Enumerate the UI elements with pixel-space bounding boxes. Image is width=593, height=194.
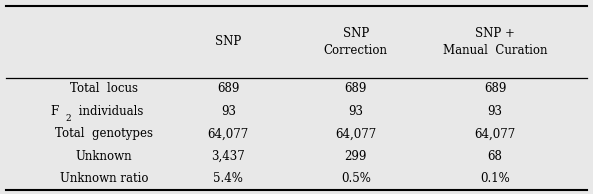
Text: 0.1%: 0.1% [480, 172, 510, 185]
Text: 64,077: 64,077 [474, 127, 516, 140]
Text: 68: 68 [487, 150, 503, 163]
Text: 3,437: 3,437 [212, 150, 245, 163]
Text: individuals: individuals [75, 105, 144, 118]
Text: 2: 2 [65, 114, 71, 123]
Text: Total  genotypes: Total genotypes [55, 127, 153, 140]
Text: F: F [50, 105, 59, 118]
Text: 93: 93 [221, 105, 236, 118]
Text: 93: 93 [348, 105, 364, 118]
Text: 299: 299 [345, 150, 367, 163]
Text: 689: 689 [345, 82, 367, 95]
Text: Total  locus: Total locus [70, 82, 138, 95]
Text: Unknown ratio: Unknown ratio [59, 172, 148, 185]
Text: 93: 93 [487, 105, 503, 118]
Text: 64,077: 64,077 [208, 127, 249, 140]
Text: 64,077: 64,077 [335, 127, 377, 140]
Text: 0.5%: 0.5% [341, 172, 371, 185]
Text: 5.4%: 5.4% [213, 172, 243, 185]
Text: SNP
Correction: SNP Correction [324, 27, 388, 57]
Text: SNP: SNP [215, 35, 241, 48]
Text: SNP +
Manual  Curation: SNP + Manual Curation [443, 27, 547, 57]
Text: 689: 689 [217, 82, 240, 95]
Text: Unknown: Unknown [75, 150, 132, 163]
Text: 689: 689 [484, 82, 506, 95]
